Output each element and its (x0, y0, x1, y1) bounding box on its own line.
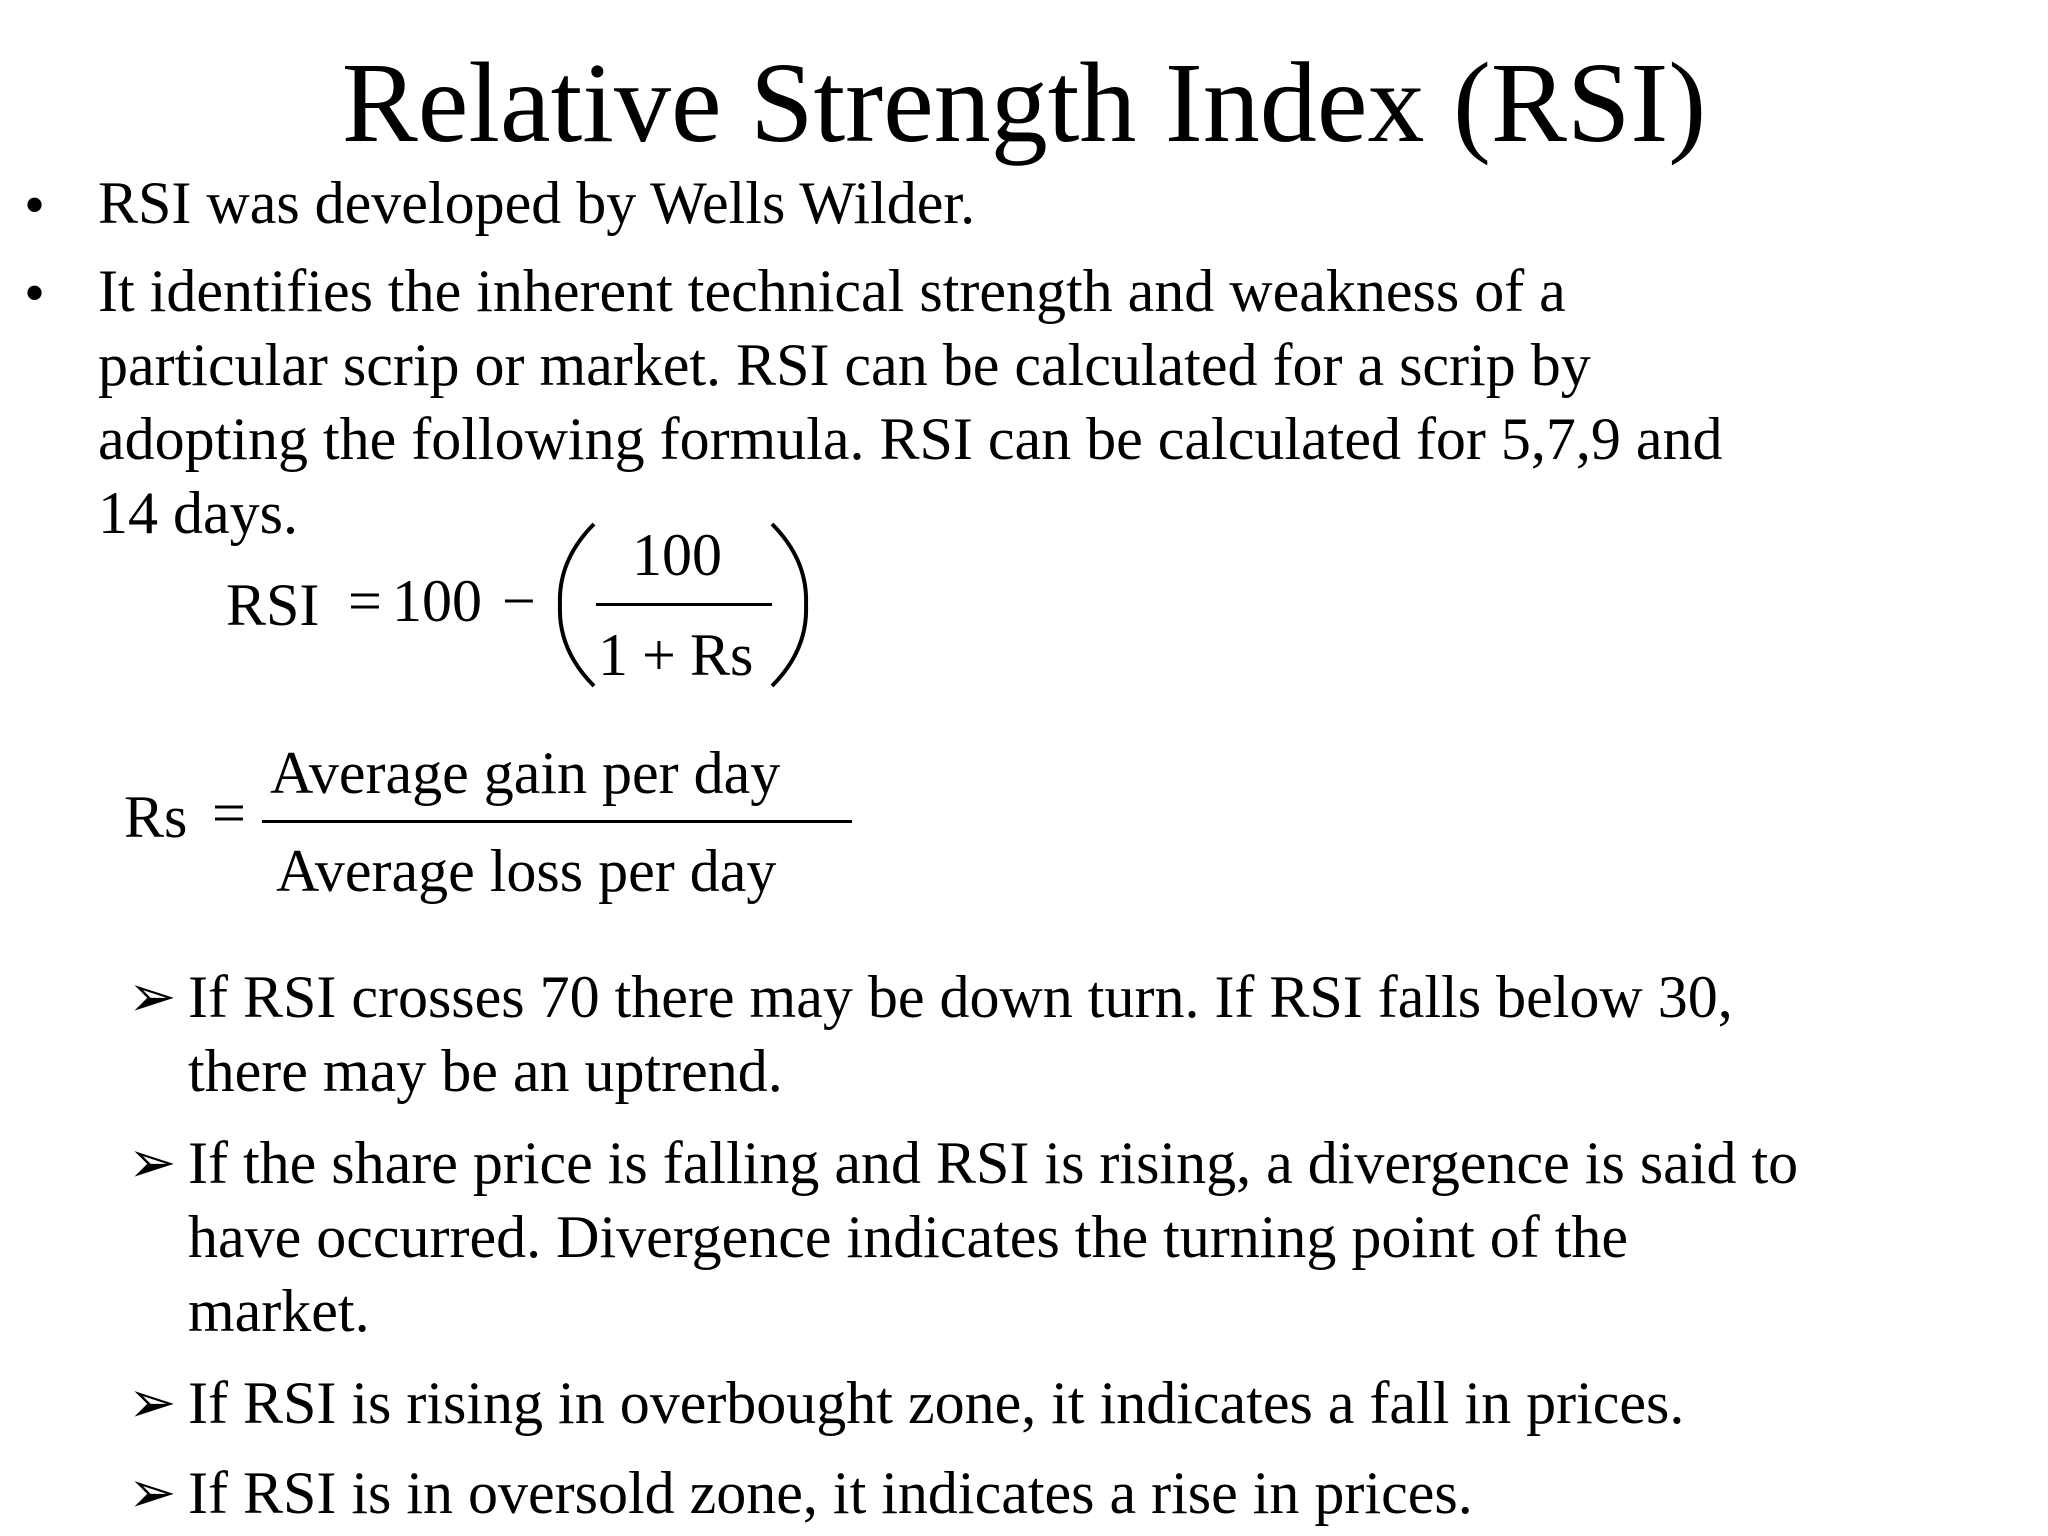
bullet-marker: • (24, 260, 46, 326)
bullet-text-line: particular scrip or market. RSI can be c… (98, 332, 1591, 398)
rsi-formula-equals: = (348, 568, 382, 634)
rs-fraction-bar (262, 820, 852, 823)
bullet-text-line: It identifies the inherent technical str… (98, 258, 1566, 324)
slide-title: Relative Strength Index (RSI) (341, 39, 1707, 166)
sub-bullet-text-line: there may be an uptrend. (188, 1038, 783, 1104)
sub-bullet-text-line: If RSI is rising in overbought zone, it … (188, 1370, 1685, 1436)
rs-formula-equals: = (212, 780, 246, 846)
rsi-formula-denominator-one: 1 (598, 622, 628, 688)
arrow-bullet-icon: ➢ (128, 964, 177, 1029)
rs-formula-numerator: Average gain per day (270, 740, 781, 806)
left-parenthesis (557, 522, 596, 688)
right-parenthesis (770, 522, 809, 688)
rsi-fraction-bar (596, 603, 772, 606)
rsi-formula-numerator: 100 (632, 522, 722, 588)
rs-formula-denominator: Average loss per day (276, 838, 777, 904)
rsi-formula-denominator-rs: Rs (690, 622, 754, 688)
bullet-marker: • (24, 172, 46, 238)
rs-formula-lhs: Rs (124, 784, 188, 850)
bullet-text-line: RSI was developed by Wells Wilder. (98, 170, 976, 236)
sub-bullet-text-line: have occurred. Divergence indicates the … (188, 1204, 1629, 1270)
arrow-bullet-icon: ➢ (128, 1130, 177, 1195)
rsi-formula-minus: − (502, 568, 536, 634)
rsi-formula-constant: 100 (392, 568, 482, 634)
sub-bullet-text-line: If RSI is in oversold zone, it indicates… (188, 1460, 1473, 1526)
rsi-formula-denominator-plus: + (642, 622, 676, 688)
rsi-formula-lhs: RSI (226, 572, 320, 638)
bullet-text-line: adopting the following formula. RSI can … (98, 406, 1723, 472)
sub-bullet-text-line: If the share price is falling and RSI is… (188, 1130, 1799, 1196)
arrow-bullet-icon: ➢ (128, 1460, 177, 1525)
sub-bullet-text-line: market. (188, 1278, 370, 1344)
sub-bullet-text-line: If RSI crosses 70 there may be down turn… (188, 964, 1733, 1030)
bullet-text-line: 14 days. (98, 480, 298, 546)
arrow-bullet-icon: ➢ (128, 1370, 177, 1435)
